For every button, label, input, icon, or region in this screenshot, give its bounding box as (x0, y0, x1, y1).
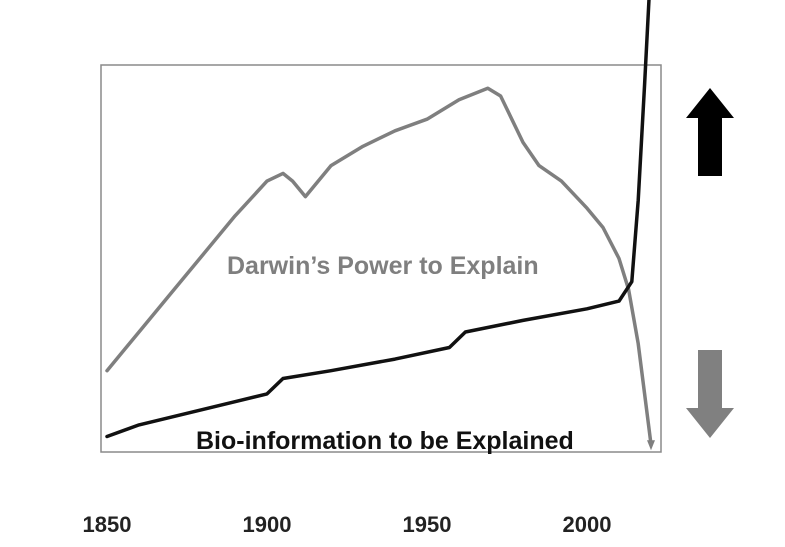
plot-frame (100, 64, 662, 453)
series-line (105, 86, 653, 447)
down-arrow-icon (686, 350, 734, 438)
x-tick-label: 2000 (563, 512, 612, 537)
series-label: Darwin’s Power to Explain (227, 252, 539, 280)
side-arrows (686, 88, 734, 438)
series-line (105, 0, 651, 439)
x-tick-label: 1950 (403, 512, 452, 537)
series-layer: Darwin’s Power to Explain Bio-information… (105, 0, 655, 455)
x-tick-label: 1850 (83, 512, 132, 537)
up-arrow-icon (686, 88, 734, 176)
x-tick-label: 1900 (243, 512, 292, 537)
series-end-arrow (647, 440, 655, 451)
series-label: Bio-information to be Explained (196, 427, 574, 455)
x-axis-ticks: 1850 1900 1950 2000 (83, 512, 612, 537)
